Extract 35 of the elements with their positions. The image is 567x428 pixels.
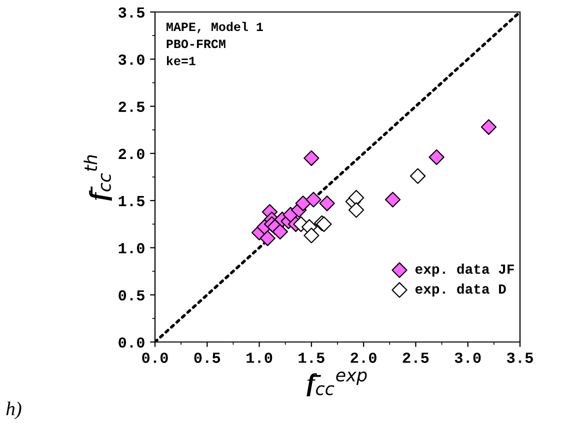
y-tick-label: 1.5 (118, 196, 144, 206)
x-tick-label: 3.0 (454, 352, 481, 363)
y-tick-label: 3.5 (118, 7, 144, 18)
point (304, 150, 320, 166)
point (410, 168, 426, 184)
annotation: MAPE, Model 1 PBO-FRCM ke=1 (166, 22, 263, 66)
x-tick-label: 0.5 (194, 352, 220, 363)
point (304, 228, 320, 244)
point (348, 202, 364, 218)
point (272, 224, 288, 240)
point (480, 119, 497, 135)
y-tick-label: 0.0 (118, 337, 144, 348)
y-tick-label: 0.5 (118, 290, 144, 301)
y-tick-label: 2.5 (118, 102, 144, 112)
point (348, 190, 364, 206)
x-tick-label: 1.0 (246, 352, 272, 363)
point (260, 230, 276, 246)
legend-label: exp. data JF (415, 264, 514, 277)
text: h) (6, 402, 22, 420)
point (295, 196, 311, 212)
point (319, 196, 335, 212)
y-tick-label: 3.0 (118, 54, 144, 65)
point (306, 192, 322, 208)
y-tick-label: 1.0 (118, 243, 144, 254)
x-tick-label: 2.5 (402, 352, 429, 363)
point (384, 192, 401, 208)
x-tick-label: 2.0 (350, 352, 376, 363)
y-axis-title: f̄$_{cc}$$^{th}$ (84, 155, 112, 201)
x-axis-title: f̄$_{cc}$$^{exp}$ (306, 372, 367, 396)
legend-label: exp. data D (415, 284, 506, 296)
x-tick-label: 0.0 (142, 352, 168, 363)
point (428, 149, 444, 166)
x-tick-label: 1.5 (298, 352, 324, 363)
x-tick-label: 3.5 (506, 352, 533, 363)
y-tick-label: 2.0 (118, 148, 144, 160)
